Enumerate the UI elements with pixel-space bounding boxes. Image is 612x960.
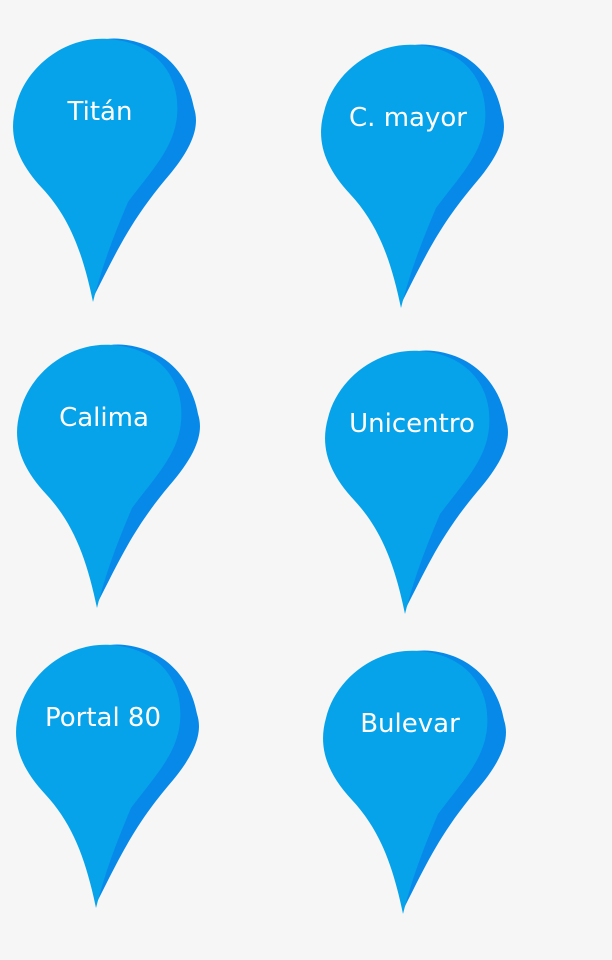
pin-unicentro[interactable]: Unicentro — [312, 342, 512, 622]
map-pin-icon — [323, 650, 506, 914]
pin-label: Titán — [67, 97, 133, 127]
pin-label: Portal 80 — [44, 703, 162, 733]
map-pin-icon — [17, 344, 200, 608]
pin-calima[interactable]: Calima — [4, 336, 204, 616]
pin-portal-80[interactable]: Portal 80 — [3, 636, 203, 916]
pin-label: C. mayor — [349, 103, 467, 133]
pin-label: Bulevar — [360, 709, 460, 739]
pin-label: Unicentro — [349, 409, 475, 439]
pin-titan[interactable]: Titán — [0, 30, 200, 310]
map-pin-icon — [321, 44, 504, 308]
pin-label: Calima — [59, 403, 149, 433]
pin-c-mayor[interactable]: C. mayor — [308, 36, 508, 316]
map-pin-icon — [16, 644, 199, 908]
map-pin-icon — [325, 350, 508, 614]
map-pin-icon — [13, 38, 196, 302]
pin-bulevar[interactable]: Bulevar — [310, 642, 510, 922]
